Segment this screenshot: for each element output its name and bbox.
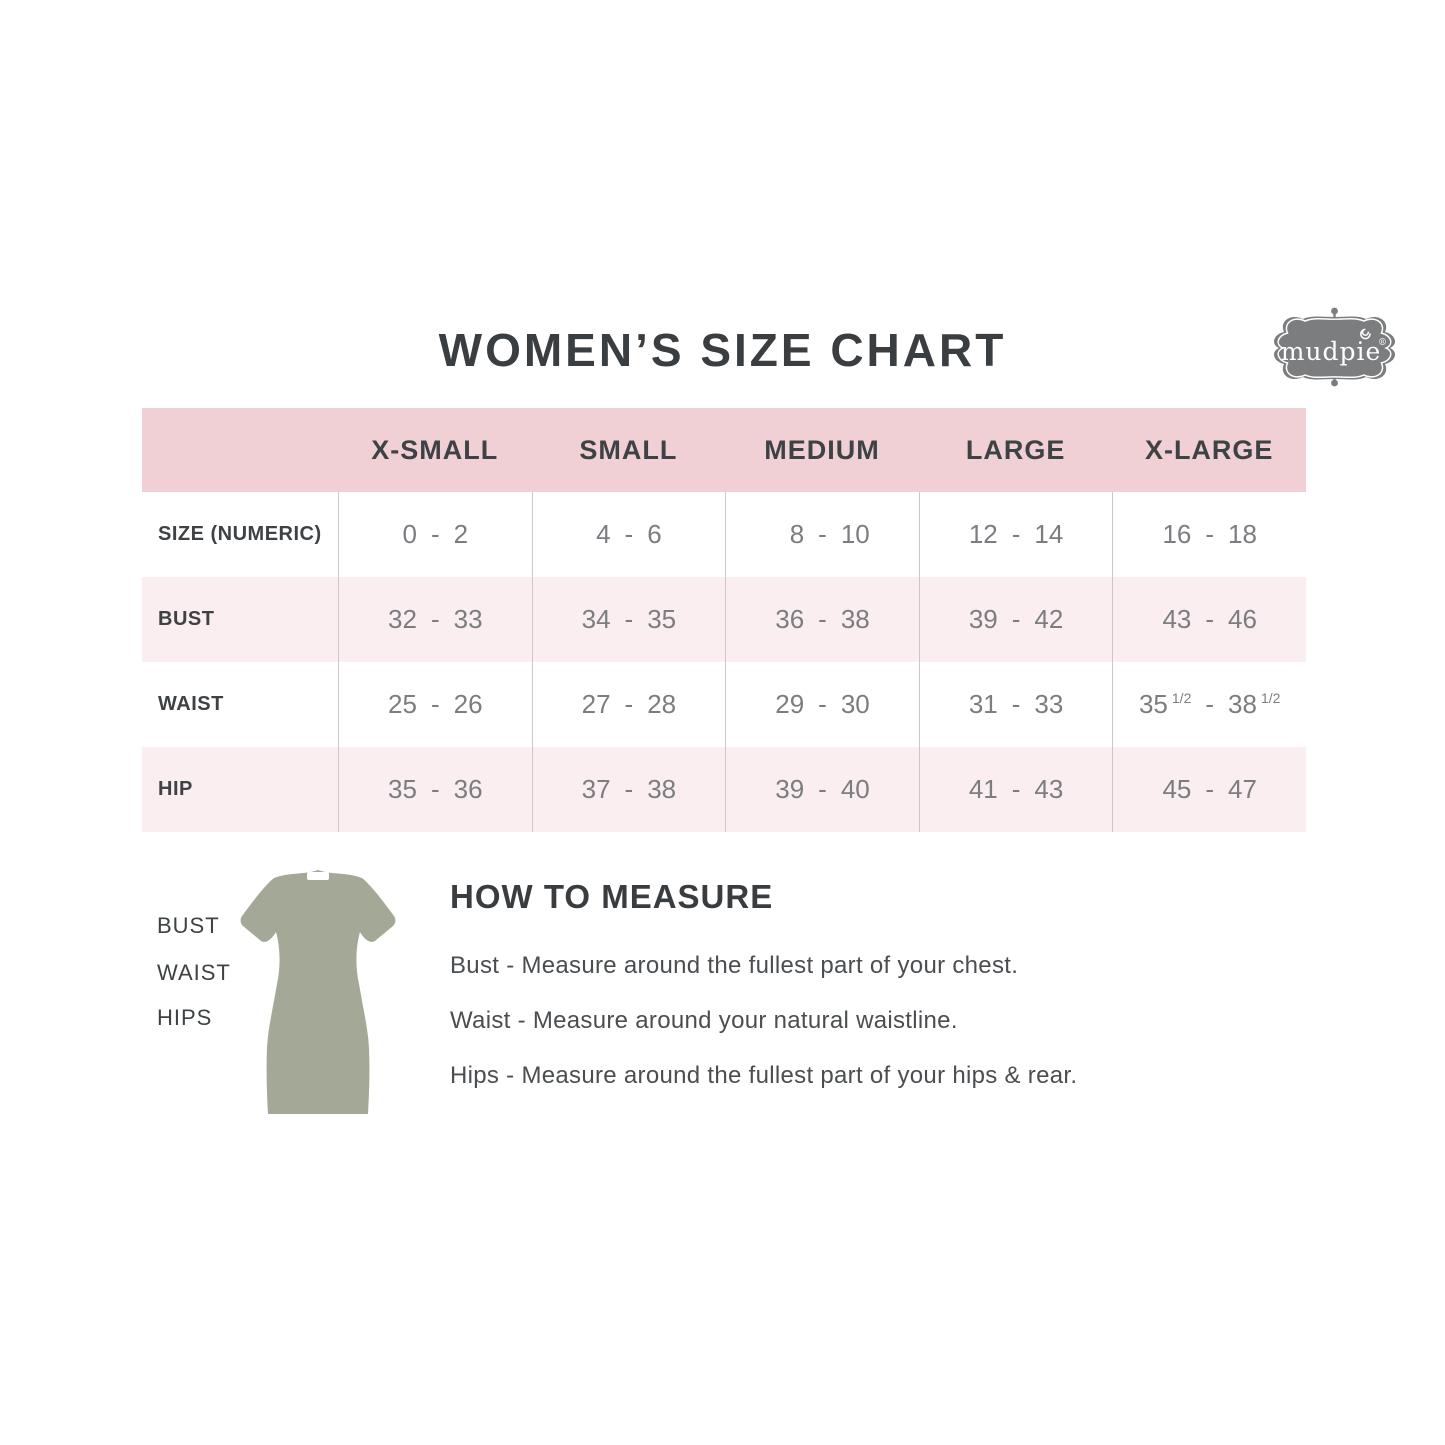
table-header-row: X-SMALL SMALL MEDIUM LARGE X-LARGE	[142, 408, 1306, 492]
dress-tag	[307, 872, 329, 880]
table-cell: 37 - 38	[531, 747, 726, 832]
how-to-measure-section: HOW TO MEASURE Bust - Measure around the…	[450, 880, 1170, 1118]
table-cell: 16 - 18	[1112, 492, 1306, 577]
table-cell: 39 - 42	[918, 577, 1113, 662]
page-title: WOMEN’S SIZE CHART	[438, 324, 1007, 376]
column-header-small: SMALL	[579, 434, 678, 465]
registered-mark: ®	[1378, 338, 1387, 348]
table-cell: 29 - 30	[725, 662, 919, 747]
table-cell: 25 - 26	[338, 662, 532, 747]
table-cell: 34 - 35	[531, 577, 726, 662]
table-cell: 41 - 43	[918, 747, 1113, 832]
table-row-hip: HIP 35 - 36 37 - 38 39 - 40 41 - 43	[142, 747, 1306, 832]
table-cell: 31 - 33	[918, 662, 1113, 747]
table-cell: 12 - 14	[918, 492, 1113, 577]
column-header-xsmall: X-SMALL	[371, 434, 499, 465]
mudpie-logo: mudpie ®	[1267, 304, 1402, 390]
table-row-waist: WAIST 25 - 26 27 - 28 29 - 30 31 - 33	[142, 662, 1306, 747]
table-row-bust: BUST 32 - 33 34 - 35 36 - 38 39 - 42	[142, 577, 1306, 662]
table-cell: 32 - 33	[338, 577, 532, 662]
row-label: WAIST	[158, 693, 224, 715]
mudpie-badge-icon: mudpie ®	[1273, 307, 1396, 387]
table-cell: 43 - 46	[1112, 577, 1306, 662]
spiral-icon	[1360, 328, 1371, 340]
measure-instruction-waist: Waist - Measure around your natural wais…	[450, 1007, 958, 1034]
table-cell: 0 - 2	[338, 492, 532, 577]
row-label: BUST	[158, 608, 215, 630]
table-cell: 4 - 6	[531, 492, 726, 577]
table-cell: 39 - 40	[725, 747, 919, 832]
dress-label-hips: HIPS	[157, 1005, 213, 1030]
row-label: SIZE (NUMERIC)	[158, 523, 322, 545]
table-cell: 36 - 38	[725, 577, 919, 662]
table-cell: 45 - 47	[1112, 747, 1306, 832]
row-label: HIP	[158, 778, 193, 800]
column-header-medium: MEDIUM	[764, 434, 880, 465]
measure-instruction-bust: Bust - Measure around the fullest part o…	[450, 952, 1019, 979]
column-header-large: LARGE	[965, 434, 1066, 465]
measure-instruction-hips: Hips - Measure around the fullest part o…	[450, 1062, 1078, 1089]
size-table: X-SMALL SMALL MEDIUM LARGE X-LARGE SIZE …	[142, 408, 1306, 832]
dress-label-waist: WAIST	[157, 960, 231, 985]
dress-label-bust: BUST	[157, 913, 220, 938]
table-row-size: SIZE (NUMERIC) 0 - 2 4 - 6 8 - 10 12 - 1…	[142, 492, 1306, 577]
table-cell: 8 - 10	[725, 492, 919, 577]
table-cell: 27 - 28	[531, 662, 726, 747]
mudpie-logo-text: mudpie	[1281, 337, 1382, 366]
dress-icon	[240, 870, 396, 1114]
how-to-measure-heading: HOW TO MEASURE	[450, 878, 774, 915]
table-cell: 35 1/2 - 38 1/2	[1112, 662, 1306, 747]
column-header-xlarge: X-LARGE	[1144, 434, 1274, 465]
table-cell: 35 - 36	[338, 747, 532, 832]
dress-illustration	[238, 866, 398, 1118]
